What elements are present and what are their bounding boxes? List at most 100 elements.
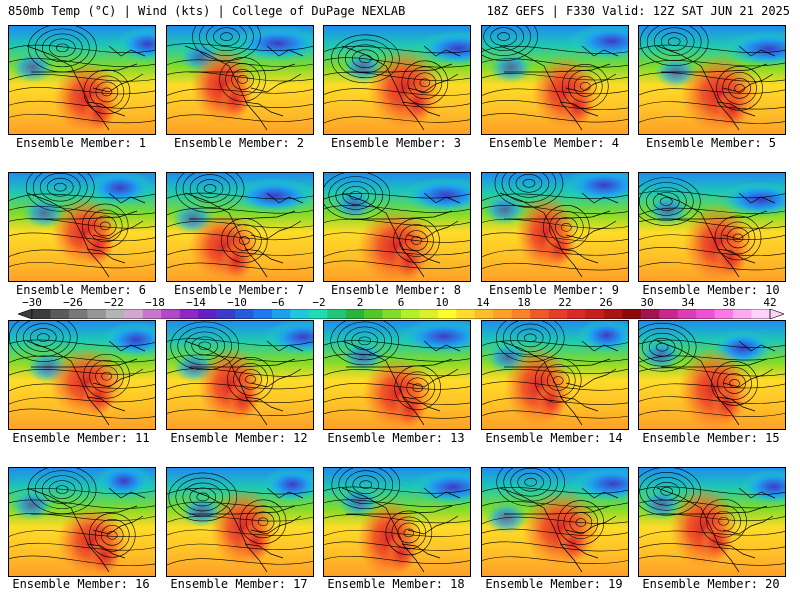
ensemble-member-label: Ensemble Member: 6	[15, 283, 147, 297]
ensemble-member-label: Ensemble Member: 18	[327, 577, 465, 591]
temperature-wind-map	[167, 173, 313, 281]
ensemble-member-label: Ensemble Member: 20	[642, 577, 780, 591]
ensemble-map-panel	[166, 320, 314, 430]
temperature-wind-map	[482, 26, 628, 134]
colorbar-tick-label: −10	[227, 296, 247, 309]
colorbar-tick-label: −2	[312, 296, 326, 309]
ensemble-member-label: Ensemble Member: 5	[645, 136, 777, 150]
colorbar-swatch	[105, 309, 125, 319]
ensemble-map-panel	[166, 172, 314, 282]
ensemble-member-label: Ensemble Member: 12	[170, 431, 308, 445]
colorbar-frame	[31, 309, 771, 319]
colorbar-swatch	[271, 309, 291, 319]
temperature-wind-map	[324, 468, 470, 576]
ensemble-map-panel	[481, 320, 629, 430]
colorbar-min-arrow	[18, 309, 33, 319]
colorbar-tick-label: −22	[104, 296, 124, 309]
colorbar-tick-label: 26	[599, 296, 613, 309]
ensemble-member-label: Ensemble Member: 2	[173, 136, 305, 150]
ensemble-map-panel	[323, 25, 471, 135]
temperature-wind-map	[324, 26, 470, 134]
ensemble-map-panel	[481, 467, 629, 577]
temperature-wind-map	[9, 321, 155, 429]
ensemble-member-label: Ensemble Member: 4	[488, 136, 620, 150]
colorbar-tick-label: 22	[558, 296, 572, 309]
colorbar-swatch	[253, 309, 273, 319]
colorbar-swatch	[751, 309, 771, 319]
colorbar-swatch	[530, 309, 549, 319]
colorbar-swatch	[364, 309, 383, 319]
colorbar-swatch	[50, 309, 70, 319]
colorbar-swatch	[142, 309, 162, 319]
ensemble-map-panel	[638, 25, 786, 135]
colorbar-swatch	[161, 309, 180, 319]
colorbar-swatch	[32, 309, 51, 319]
colorbar-swatch	[216, 309, 236, 319]
temperature-wind-map	[482, 468, 628, 576]
colorbar-swatch	[234, 309, 254, 319]
ensemble-map-panel	[8, 25, 156, 135]
colorbar-tick-label: 2	[356, 296, 364, 309]
colorbar-swatch	[696, 309, 715, 319]
colorbar-swatch	[179, 309, 199, 319]
colorbar-tick-label: −30	[22, 296, 42, 309]
temperature-wind-map	[482, 173, 628, 281]
ensemble-map-panel	[638, 172, 786, 282]
colorbar-tick-label: 30	[640, 296, 654, 309]
colorbar-swatch	[327, 309, 346, 319]
colorbar-swatch	[493, 309, 512, 319]
ensemble-member-label: Ensemble Member: 1	[15, 136, 147, 150]
temperature-wind-map	[9, 26, 155, 134]
colorbar-tick-label: −14	[186, 296, 206, 309]
colorbar-swatch	[401, 309, 420, 319]
colorbar-tick-label: 14	[476, 296, 490, 309]
colorbar-tick-label: −26	[63, 296, 83, 309]
colorbar-swatch	[419, 309, 439, 319]
temperature-wind-map	[167, 321, 313, 429]
colorbar-tick-label: 6	[397, 296, 405, 309]
ensemble-map-panel	[638, 467, 786, 577]
colorbar-swatch	[198, 309, 217, 319]
ensemble-member-label: Ensemble Member: 14	[485, 431, 623, 445]
temperature-wind-map	[324, 173, 470, 281]
temperature-wind-map	[9, 173, 155, 281]
chart-title: 850mb Temp (°C) | Wind (kts) | College o…	[8, 4, 406, 18]
ensemble-map-panel	[638, 320, 786, 430]
colorbar-tick-label: 18	[517, 296, 531, 309]
ensemble-member-label: Ensemble Member: 19	[485, 577, 623, 591]
colorbar-swatch	[124, 309, 143, 319]
colorbar-swatch	[714, 309, 734, 319]
colorbar-swatch	[659, 309, 679, 319]
ensemble-member-label: Ensemble Member: 7	[173, 283, 305, 297]
temperature-wind-map	[167, 468, 313, 576]
temperature-wind-map	[639, 173, 785, 281]
ensemble-member-label: Ensemble Member: 10	[642, 283, 780, 297]
ensemble-member-label: Ensemble Member: 9	[488, 283, 620, 297]
colorbar-tick-label: 42	[763, 296, 777, 309]
colorbar-swatch	[511, 309, 531, 319]
run-valid-time: 18Z GEFS | F330 Valid: 12Z SAT JUN 21 20…	[486, 4, 790, 18]
ensemble-map-panel	[323, 172, 471, 282]
colorbar-tick-label: 10	[435, 296, 449, 309]
ensemble-map-panel	[8, 320, 156, 430]
temperature-wind-map	[639, 468, 785, 576]
ensemble-map-panel	[481, 172, 629, 282]
colorbar-swatch	[640, 309, 660, 319]
temperature-colorbar	[18, 309, 784, 319]
colorbar-tick-label: −18	[145, 296, 165, 309]
colorbar-swatch	[733, 309, 752, 319]
colorbar-tick-label: 34	[681, 296, 695, 309]
colorbar-tick-label: −6	[271, 296, 285, 309]
ensemble-member-label: Ensemble Member: 17	[170, 577, 308, 591]
ensemble-member-label: Ensemble Member: 16	[12, 577, 150, 591]
colorbar-swatch	[382, 309, 402, 319]
colorbar-max-arrow	[769, 309, 784, 319]
colorbar-swatch	[622, 309, 642, 319]
ensemble-member-label: Ensemble Member: 3	[330, 136, 462, 150]
colorbar-swatch	[345, 309, 365, 319]
colorbar-swatch	[290, 309, 310, 319]
colorbar-swatch	[548, 309, 568, 319]
colorbar-swatch	[87, 309, 107, 319]
ensemble-map-panel	[166, 25, 314, 135]
colorbar-swatch	[68, 309, 88, 319]
